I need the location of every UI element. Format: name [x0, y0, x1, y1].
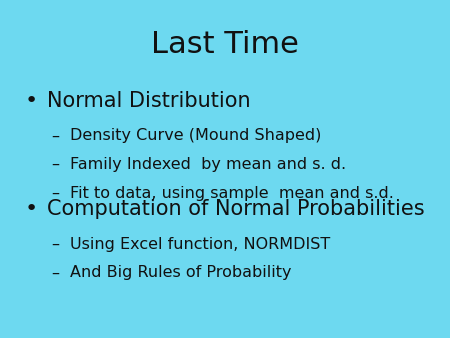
Text: •: •: [25, 91, 38, 111]
Text: –: –: [52, 157, 60, 172]
Text: And Big Rules of Probability: And Big Rules of Probability: [70, 265, 291, 280]
Text: Computation of Normal Probabilities: Computation of Normal Probabilities: [47, 199, 425, 219]
Text: Density Curve (Mound Shaped): Density Curve (Mound Shaped): [70, 128, 321, 143]
Text: •: •: [25, 199, 38, 219]
Text: Family Indexed  by mean and s. d.: Family Indexed by mean and s. d.: [70, 157, 346, 172]
Text: Normal Distribution: Normal Distribution: [47, 91, 251, 111]
Text: –: –: [52, 128, 60, 143]
Text: Using Excel function, NORMDIST: Using Excel function, NORMDIST: [70, 237, 330, 251]
Text: –: –: [52, 186, 60, 201]
Text: Last Time: Last Time: [151, 30, 299, 59]
Text: –: –: [52, 237, 60, 251]
Text: –: –: [52, 265, 60, 280]
Text: Fit to data, using sample  mean and s.d.: Fit to data, using sample mean and s.d.: [70, 186, 394, 201]
